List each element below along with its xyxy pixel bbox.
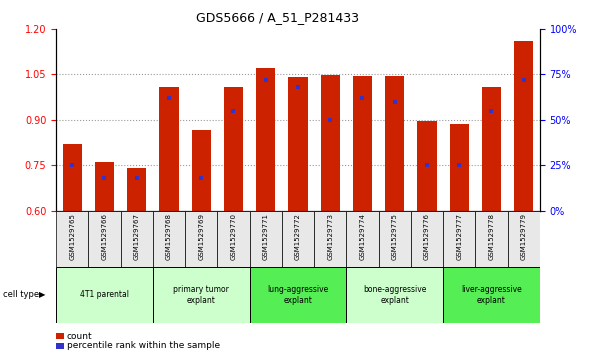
Text: GSM1529771: GSM1529771 — [263, 213, 268, 260]
Text: GSM1529778: GSM1529778 — [489, 213, 494, 260]
Text: GSM1529776: GSM1529776 — [424, 213, 430, 260]
Bar — [353, 76, 372, 211]
Bar — [250, 211, 282, 267]
Bar — [482, 86, 501, 211]
Bar — [507, 211, 540, 267]
Bar — [289, 77, 307, 211]
Bar — [443, 267, 540, 323]
Text: primary tumor
explant: primary tumor explant — [173, 285, 229, 305]
Text: GSM1529775: GSM1529775 — [392, 213, 398, 260]
Bar — [514, 41, 533, 211]
Bar — [127, 168, 146, 211]
Text: bone-aggressive
explant: bone-aggressive explant — [363, 285, 427, 305]
Text: percentile rank within the sample: percentile rank within the sample — [67, 342, 220, 350]
Text: lung-aggressive
explant: lung-aggressive explant — [267, 285, 329, 305]
Bar — [192, 130, 211, 211]
Text: liver-aggressive
explant: liver-aggressive explant — [461, 285, 522, 305]
Text: GSM1529769: GSM1529769 — [198, 213, 204, 260]
Text: GSM1529768: GSM1529768 — [166, 213, 172, 260]
Bar — [224, 86, 243, 211]
Bar — [346, 211, 379, 267]
Bar — [153, 211, 185, 267]
Text: cell type: cell type — [3, 290, 39, 299]
Bar — [443, 211, 476, 267]
Text: GSM1529779: GSM1529779 — [521, 213, 527, 260]
Text: 4T1 parental: 4T1 parental — [80, 290, 129, 299]
Bar — [56, 211, 88, 267]
Bar — [95, 162, 114, 211]
Text: GSM1529773: GSM1529773 — [327, 213, 333, 260]
Bar — [450, 124, 469, 211]
Bar — [63, 144, 82, 211]
Text: GSM1529770: GSM1529770 — [231, 213, 237, 260]
Bar — [379, 211, 411, 267]
Bar — [250, 267, 346, 323]
Bar — [314, 211, 346, 267]
Bar — [217, 211, 250, 267]
Text: GSM1529766: GSM1529766 — [101, 213, 107, 260]
Bar — [185, 211, 217, 267]
Bar — [385, 76, 404, 211]
Bar — [120, 211, 153, 267]
Text: count: count — [67, 332, 92, 340]
Bar — [282, 211, 314, 267]
Text: GSM1529765: GSM1529765 — [69, 213, 75, 260]
Text: GSM1529777: GSM1529777 — [456, 213, 462, 260]
Bar — [417, 121, 437, 211]
Bar — [411, 211, 443, 267]
Text: GDS5666 / A_51_P281433: GDS5666 / A_51_P281433 — [196, 11, 359, 24]
Bar — [56, 267, 153, 323]
Bar — [159, 86, 179, 211]
Bar — [346, 267, 443, 323]
Text: ▶: ▶ — [39, 290, 46, 299]
Bar — [476, 211, 507, 267]
Bar — [320, 75, 340, 211]
Text: GSM1529767: GSM1529767 — [134, 213, 140, 260]
Bar — [256, 68, 276, 211]
Bar — [153, 267, 250, 323]
Text: GSM1529772: GSM1529772 — [295, 213, 301, 260]
Bar — [88, 211, 120, 267]
Text: GSM1529774: GSM1529774 — [359, 213, 365, 260]
